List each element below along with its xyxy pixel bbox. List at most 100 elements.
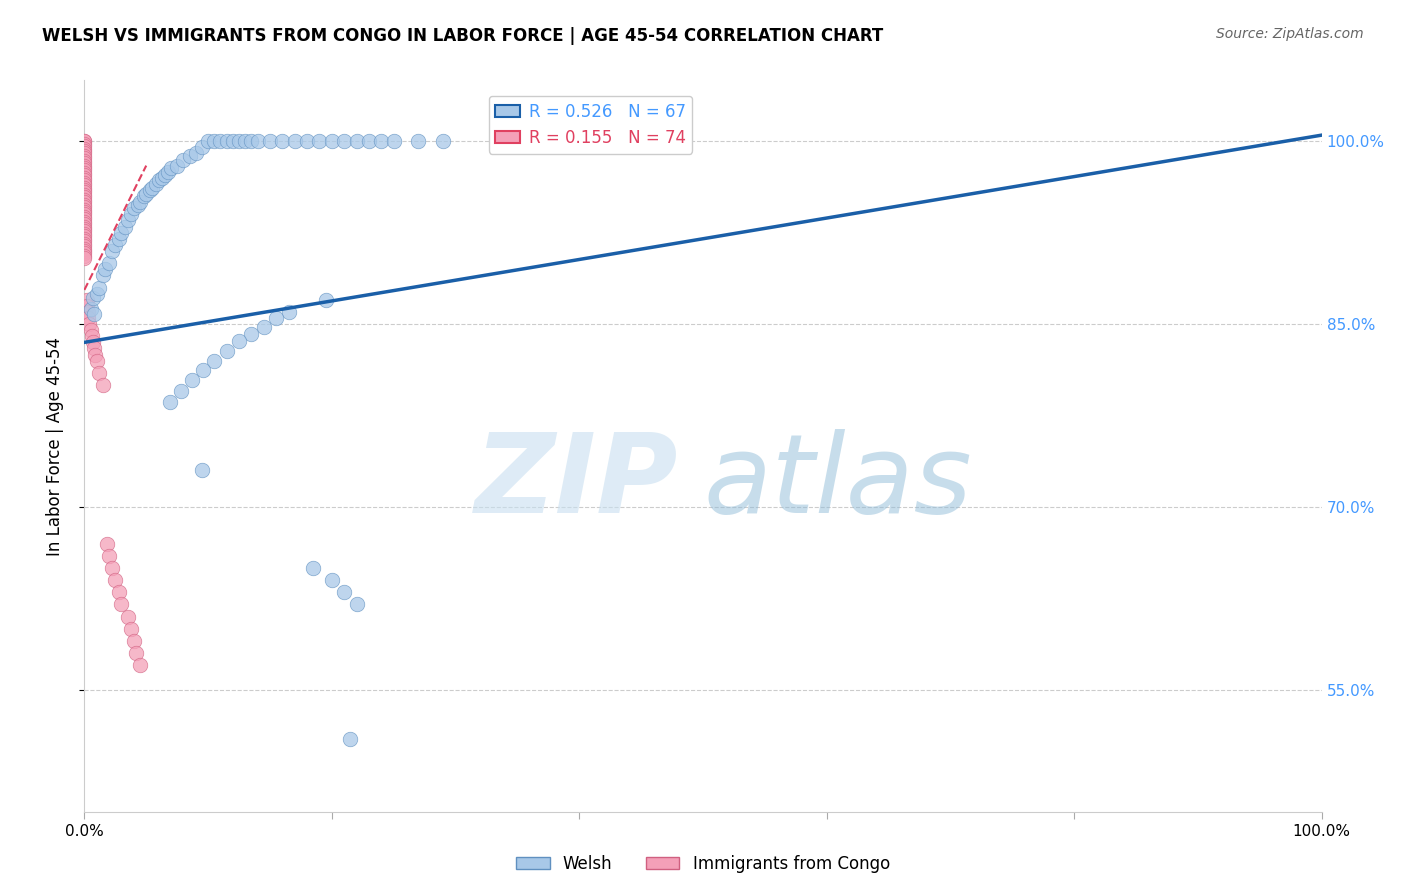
Point <box>73 144 96 158</box>
Point <box>157 165 180 179</box>
Point <box>73 180 96 194</box>
Point <box>73 161 96 175</box>
Legend: Welsh, Immigrants from Congo: Welsh, Immigrants from Congo <box>509 848 897 880</box>
Point <box>308 134 330 148</box>
Y-axis label: In Labor Force | Age 45-54: In Labor Force | Age 45-54 <box>45 336 63 556</box>
Point <box>240 326 263 341</box>
Point <box>73 236 96 251</box>
Point <box>86 286 108 301</box>
Legend: R = 0.526   N = 67, R = 0.155   N = 74: R = 0.526 N = 67, R = 0.155 N = 74 <box>489 96 692 153</box>
Point <box>94 262 117 277</box>
Point <box>122 634 145 648</box>
Point <box>108 585 131 599</box>
Point <box>179 149 201 163</box>
Point <box>215 343 238 358</box>
Point <box>100 561 122 575</box>
Point <box>233 134 256 148</box>
Point <box>98 256 121 270</box>
Point <box>122 202 145 216</box>
Point <box>73 210 96 224</box>
Point <box>73 153 96 168</box>
Point <box>117 609 139 624</box>
Point <box>76 299 98 313</box>
Point <box>125 646 148 660</box>
Point <box>228 134 250 148</box>
Text: ZIP: ZIP <box>475 429 678 536</box>
Point <box>240 134 263 148</box>
Point <box>110 598 132 612</box>
Point <box>253 319 276 334</box>
Point <box>132 189 155 203</box>
Point <box>86 353 108 368</box>
Point <box>73 134 96 148</box>
Point <box>73 166 96 180</box>
Point <box>98 549 121 563</box>
Point <box>84 348 107 362</box>
Point <box>197 134 219 148</box>
Point <box>135 186 157 201</box>
Point <box>91 378 114 392</box>
Point <box>209 134 232 148</box>
Point <box>315 293 337 307</box>
Point <box>100 244 122 258</box>
Point <box>83 307 105 321</box>
Point <box>166 159 188 173</box>
Point <box>108 232 131 246</box>
Point <box>73 219 96 234</box>
Point <box>73 176 96 190</box>
Point <box>321 134 343 148</box>
Point <box>73 227 96 241</box>
Point <box>432 134 454 148</box>
Point <box>127 197 149 211</box>
Point <box>264 311 287 326</box>
Point <box>129 195 152 210</box>
Point <box>145 177 167 191</box>
Point <box>73 239 96 253</box>
Point <box>73 139 96 153</box>
Point <box>80 329 103 343</box>
Point <box>259 134 281 148</box>
Point <box>73 156 96 170</box>
Point <box>129 658 152 673</box>
Point <box>73 197 96 211</box>
Point <box>73 134 96 148</box>
Point <box>73 173 96 187</box>
Point <box>89 366 111 380</box>
Point <box>150 170 173 185</box>
Point <box>77 311 100 326</box>
Point <box>73 244 96 258</box>
Point <box>73 142 96 156</box>
Point <box>139 183 162 197</box>
Text: WELSH VS IMMIGRANTS FROM CONGO IN LABOR FORCE | AGE 45-54 CORRELATION CHART: WELSH VS IMMIGRANTS FROM CONGO IN LABOR … <box>42 27 883 45</box>
Point <box>91 268 114 283</box>
Point <box>408 134 430 148</box>
Point <box>73 146 96 161</box>
Point <box>73 187 96 202</box>
Point <box>114 219 136 234</box>
Point <box>73 159 96 173</box>
Point <box>73 212 96 227</box>
Point <box>73 207 96 221</box>
Point <box>82 335 104 350</box>
Point <box>77 305 100 319</box>
Point <box>222 134 245 148</box>
Point <box>160 161 183 175</box>
Point <box>120 622 142 636</box>
Point <box>339 731 361 746</box>
Point <box>159 395 181 409</box>
Point <box>284 134 307 148</box>
Text: atlas: atlas <box>703 429 972 536</box>
Point <box>73 178 96 193</box>
Point <box>76 293 98 307</box>
Point <box>110 226 132 240</box>
Point <box>73 217 96 231</box>
Point <box>191 363 214 377</box>
Point <box>172 153 194 167</box>
Point <box>202 134 225 148</box>
Point <box>73 229 96 244</box>
Point <box>73 151 96 165</box>
Point <box>346 598 368 612</box>
Point <box>73 224 96 238</box>
Point <box>73 195 96 210</box>
Point <box>120 207 142 221</box>
